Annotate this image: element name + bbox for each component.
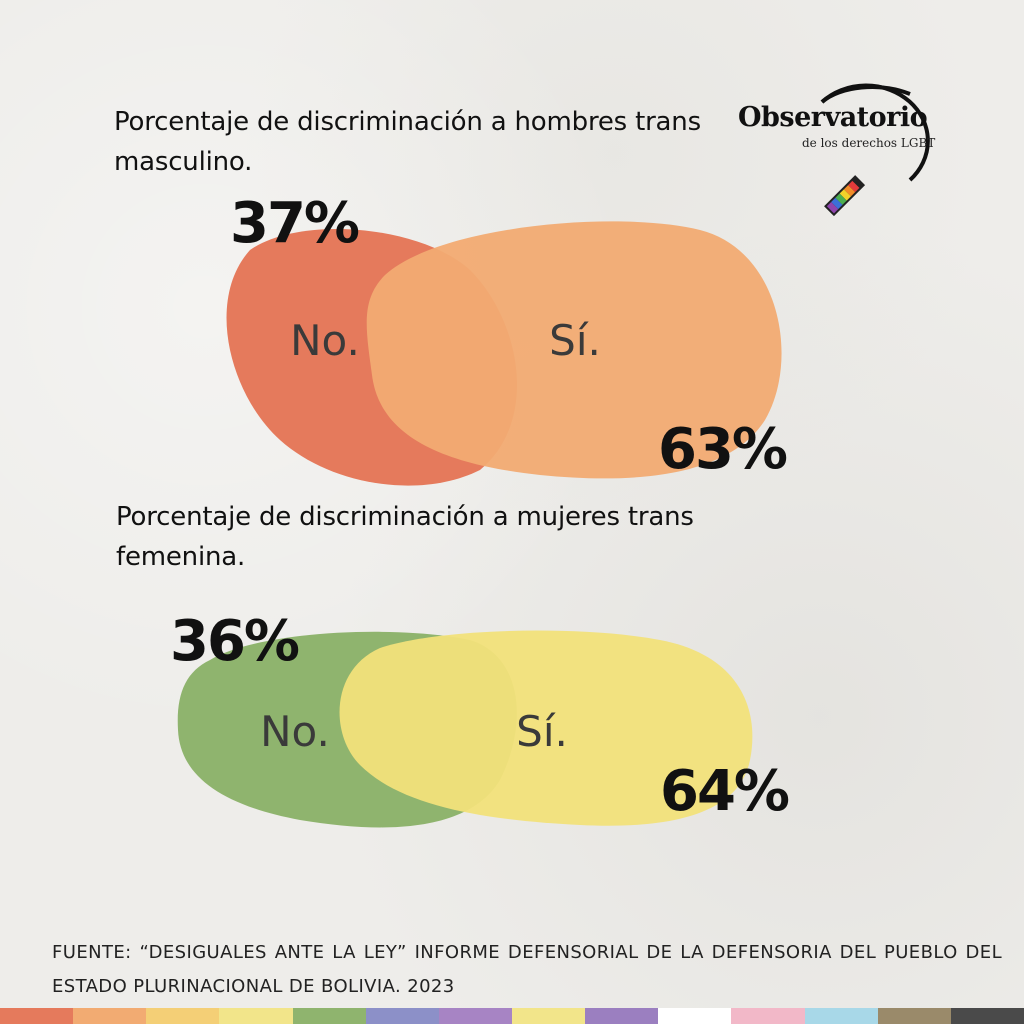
stripe-segment: [511, 1008, 586, 1024]
stripe-segment: [804, 1008, 878, 1024]
chart-1-value-no: 37%: [230, 191, 359, 256]
stripe-segment: [950, 1008, 1024, 1024]
chart-1-label-si: Sí.: [549, 316, 601, 365]
stripe-segment: [438, 1008, 512, 1024]
observatorio-logo: Observatorio de los derechos LGBT: [730, 80, 970, 230]
logo-title: Observatorio: [738, 102, 928, 133]
stripe-segment: [658, 1008, 732, 1024]
chart-1-value-si: 63%: [658, 417, 787, 482]
chart-2-label-si: Sí.: [516, 707, 568, 756]
magnifier-rainbow-icon: [820, 83, 930, 217]
stripe-segment: [365, 1008, 439, 1024]
color-stripe: [0, 1008, 1024, 1024]
chart-1-si-blob: [366, 221, 782, 479]
chart-1-title: Porcentaje de discriminación a hombres t…: [114, 107, 701, 177]
stripe-segment: [877, 1008, 951, 1024]
stripe-segment: [292, 1008, 366, 1024]
chart-2-si-blob: [339, 630, 753, 826]
source-note: FUENTE: “DESIGUALES ANTE LA LEY” INFORME…: [52, 942, 1002, 997]
chart-2-value-no: 36%: [170, 609, 299, 674]
chart-1-label-no: No.: [290, 316, 360, 365]
stripe-segment: [0, 1008, 74, 1024]
chart-2-title: Porcentaje de discriminación a mujeres t…: [116, 502, 694, 572]
stripe-segment: [585, 1008, 659, 1024]
chart-2-value-si: 64%: [660, 759, 789, 824]
stripe-segment: [146, 1008, 220, 1024]
chart-2-label-no: No.: [260, 707, 330, 756]
stripe-segment: [219, 1008, 293, 1024]
logo-subtitle: de los derechos LGBT: [802, 136, 936, 150]
stripe-segment: [73, 1008, 147, 1024]
stripe-segment: [731, 1008, 805, 1024]
